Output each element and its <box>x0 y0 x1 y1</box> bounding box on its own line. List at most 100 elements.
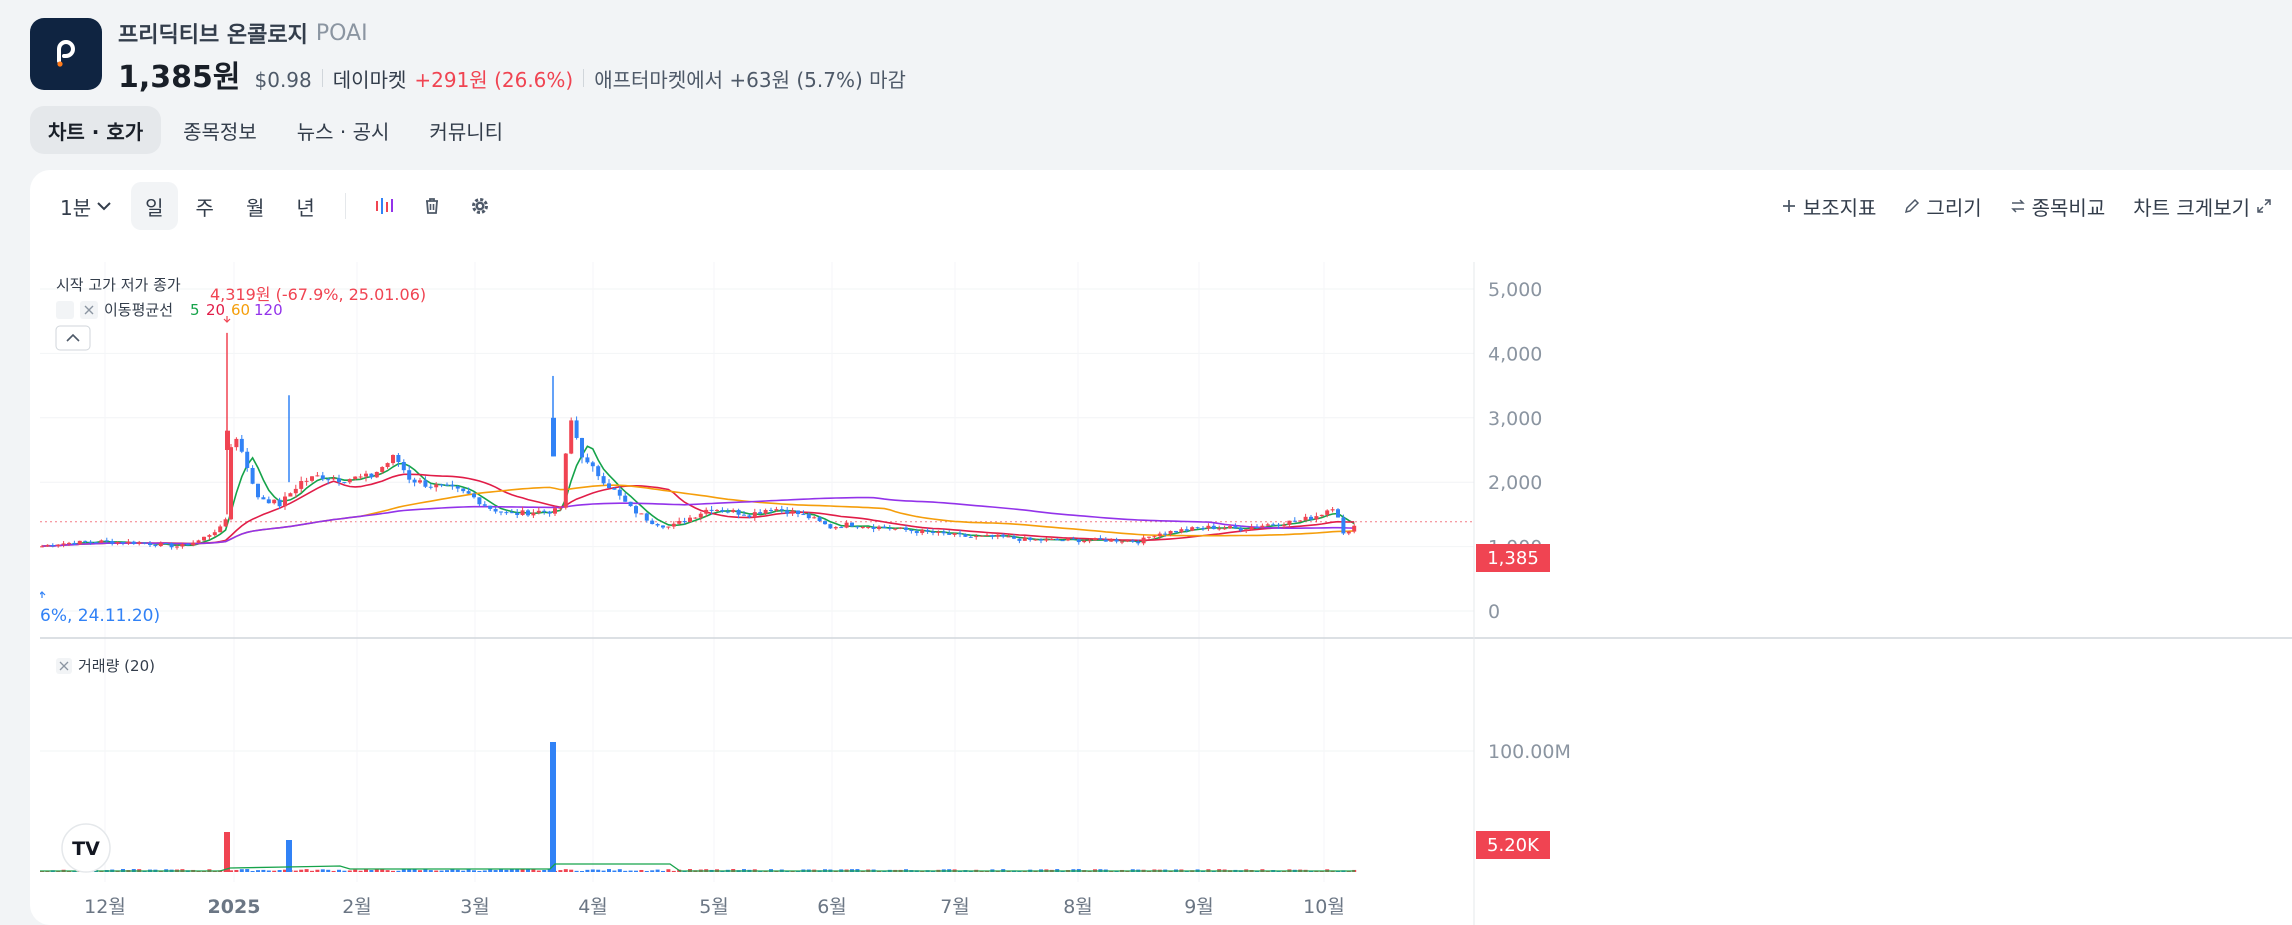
candle-body <box>677 521 682 524</box>
candle-body <box>1076 539 1081 543</box>
volume-bar <box>277 870 282 872</box>
candle-body <box>337 478 341 483</box>
gear-icon[interactable] <box>458 184 502 228</box>
company-logo <box>30 18 102 90</box>
volume-bar <box>369 870 374 872</box>
tab-chart[interactable]: 차트 · 호가 <box>30 106 162 154</box>
candle-body <box>569 420 574 454</box>
candle-body <box>283 496 287 507</box>
candle-body <box>963 534 968 537</box>
compare-label: 종목비교 <box>2031 195 2106 220</box>
last-price-label: 1,385 <box>1487 548 1539 569</box>
trash-icon[interactable] <box>410 184 454 228</box>
volume-bar <box>347 870 352 872</box>
candle-body <box>185 544 190 546</box>
candle-body <box>796 510 800 515</box>
indicator-button[interactable]: 보조지표 <box>1781 192 1877 221</box>
candle-body <box>828 524 833 529</box>
tab-stock-info[interactable]: 종목정보 <box>183 119 257 144</box>
candle-body <box>1244 529 1249 531</box>
chart-type-icon[interactable] <box>362 184 406 228</box>
indicator-label: 보조지표 <box>1802 195 1877 220</box>
chevron-down-icon <box>97 202 111 211</box>
volume-bar <box>655 869 660 872</box>
candle-body <box>526 510 530 516</box>
candle-body <box>61 543 66 545</box>
volume-bar <box>644 870 649 872</box>
candle-body <box>1152 536 1157 538</box>
candle-body <box>418 480 422 483</box>
svg-text:TV: TV <box>72 838 100 860</box>
candle-body <box>833 527 838 529</box>
candle-body <box>1195 527 1200 529</box>
last-volume-badge: 5.20K <box>1476 831 1550 859</box>
tab-community[interactable]: 커뮤니티 <box>429 119 504 144</box>
candle-body <box>585 457 590 463</box>
price-chart[interactable]: 5,0004,0003,0002,0001,0000100.00M12월2025… <box>40 262 2292 925</box>
candle-body <box>936 531 941 533</box>
price-change: +291원 (26.6%) <box>414 68 574 92</box>
candle-body <box>839 527 844 529</box>
candle-body <box>137 542 142 544</box>
volume-bar <box>434 870 439 872</box>
candle-body <box>1303 516 1308 521</box>
volume-bar <box>666 869 671 872</box>
period-week-button[interactable]: 주 <box>195 195 214 220</box>
candle-body <box>974 536 979 538</box>
candle-body <box>553 508 557 514</box>
draw-label: 그리기 <box>1926 195 1982 220</box>
volume-bar <box>515 869 520 872</box>
volume-bar <box>482 870 487 872</box>
volume-bar <box>224 832 230 872</box>
candle-body <box>299 481 304 489</box>
candle-body <box>752 512 757 518</box>
candle-body <box>218 526 223 533</box>
candle-body <box>266 499 271 504</box>
candle-body <box>1222 528 1227 530</box>
candle-body <box>596 466 601 477</box>
x-tick-label: 5월 <box>699 896 729 918</box>
period-year-button[interactable]: 년 <box>296 195 315 220</box>
candle-body <box>941 531 946 534</box>
period-day-button[interactable]: 일 <box>131 182 178 230</box>
volume-bar <box>320 869 325 872</box>
usd-price: $0.98 <box>254 68 312 92</box>
volume-bar <box>391 870 395 872</box>
candle-body <box>736 509 741 515</box>
expand-chart-button[interactable]: 차트 크게보기 <box>2133 192 2272 221</box>
candle-body <box>315 475 320 477</box>
collapse-legend-button[interactable] <box>55 325 91 351</box>
candle-body <box>466 491 471 494</box>
candle-body <box>725 511 730 513</box>
candle-body <box>580 437 584 458</box>
draw-button[interactable]: 그리기 <box>1904 192 1982 221</box>
candle-body <box>304 480 309 482</box>
ma120-line <box>41 496 1355 548</box>
interval-dropdown[interactable]: 1분 <box>46 182 127 230</box>
candle-body <box>898 527 903 529</box>
tab-news[interactable]: 뉴스 · 공시 <box>296 119 390 144</box>
candle-body <box>364 473 368 477</box>
candle-body <box>698 513 703 518</box>
candle-body <box>985 535 989 537</box>
candle-body <box>612 488 617 490</box>
volume-bar <box>623 870 628 872</box>
volume-bar <box>617 869 622 872</box>
eye-off-icon[interactable] <box>56 301 74 319</box>
candle-body <box>515 512 520 515</box>
candle-body <box>639 513 644 515</box>
tradingview-logo[interactable]: TV <box>61 823 111 873</box>
volume-bar <box>407 869 412 872</box>
expand-label: 차트 크게보기 <box>2133 195 2250 220</box>
period-month-button[interactable]: 월 <box>245 195 265 220</box>
compare-button[interactable]: 종목비교 <box>2010 192 2106 221</box>
volume-bar <box>256 870 260 872</box>
candle-body <box>412 479 417 483</box>
candle-body <box>623 495 628 502</box>
volume-bar <box>261 869 266 872</box>
candle-body <box>407 470 412 480</box>
volume-legend: 거래량 (20) <box>78 657 155 675</box>
volume-bar <box>428 870 433 872</box>
x-tick-label: 7월 <box>940 896 970 918</box>
last-price-badge: 1,385 <box>1476 544 1550 572</box>
